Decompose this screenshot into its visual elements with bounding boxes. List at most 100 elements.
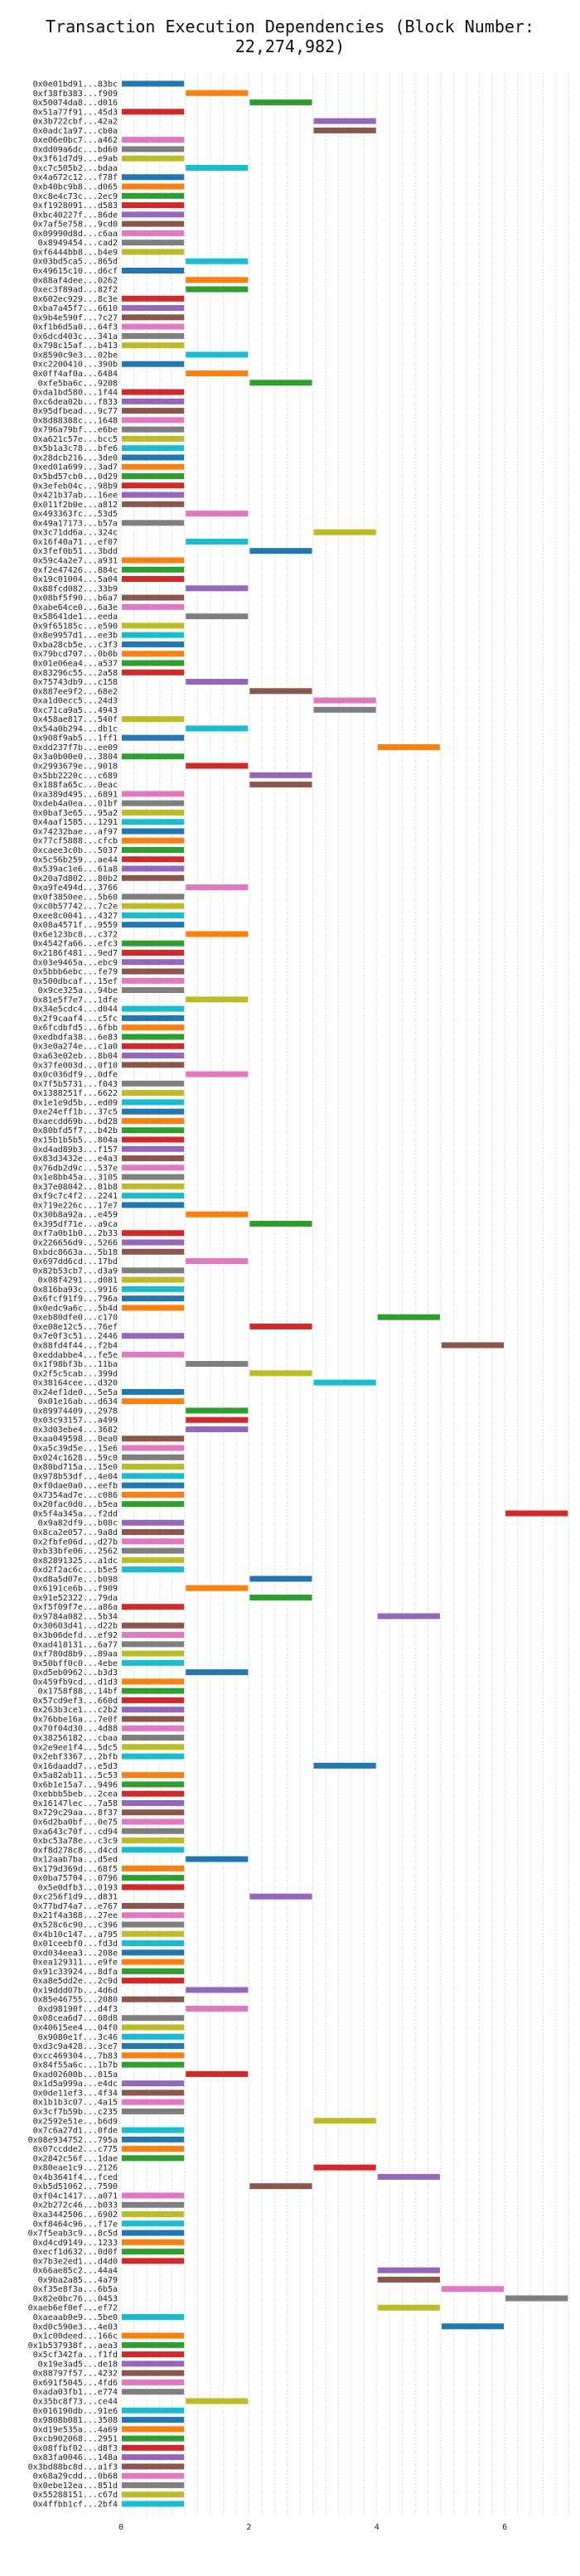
transaction-bar: [122, 1809, 185, 1816]
transaction-bar: [186, 1987, 249, 1993]
transaction-bar: [313, 1379, 376, 1386]
transaction-bar: [122, 1641, 185, 1648]
transaction-bar: [186, 351, 249, 358]
transaction-bar: [122, 791, 185, 797]
transaction-label: 0x66ae85c2...44a4: [33, 2267, 118, 2276]
transaction-label: 0x691f5045...4fd6: [33, 2379, 118, 2388]
transaction-bar: [122, 594, 185, 601]
transaction-label: 0xe24eff1b...37c5: [33, 1108, 118, 1117]
transaction-label: 0x01ceebf0...fd3d: [33, 1939, 118, 1949]
transaction-label: 0x01e16ab...d634: [38, 1397, 118, 1407]
transaction-bar: [505, 2295, 568, 2302]
transaction-bar: [186, 277, 249, 283]
transaction-bar: [186, 1426, 249, 1432]
transaction-label: 0xaeb6ef0ef...ef72: [28, 2304, 118, 2313]
transaction-label: 0x80eae1c9...2126: [33, 2164, 118, 2173]
transaction-bar: [122, 2108, 185, 2114]
transaction-bar: [186, 164, 249, 171]
transaction-label: 0xaecdd69b...bd28: [33, 1117, 118, 1126]
transaction-bar: [122, 1080, 185, 1087]
transaction-bar: [122, 2080, 185, 2087]
transaction-label: 0x88af4dee...0262: [33, 276, 118, 285]
transaction-bar: [122, 1230, 185, 1237]
transaction-bar: [122, 1838, 185, 1844]
transaction-label: 0x91e52322...79da: [33, 1594, 118, 1603]
transaction-bar: [313, 2118, 376, 2124]
transaction-bar: [122, 1053, 185, 1059]
transaction-bar: [186, 931, 249, 937]
transaction-label: 0x3d03ebe4...3682: [33, 1426, 118, 1435]
transaction-bar: [122, 1165, 185, 1171]
transaction-label: 0x35bc8f73...ce44: [33, 2397, 118, 2406]
transaction-bar: [122, 1024, 185, 1031]
transaction-label: 0x796a79bf...e6be: [33, 426, 118, 435]
transaction-bar: [122, 2491, 185, 2498]
transaction-bar: [122, 1968, 185, 1974]
transaction-bar: [122, 977, 185, 984]
transaction-label: 0x2fbfe06d...d27b: [33, 1537, 118, 1547]
transaction-label: 0xa1d0ecc5...24d3: [33, 697, 118, 706]
transaction-bar: [122, 1454, 185, 1460]
transaction-bar: [186, 1258, 249, 1265]
transaction-bar: [122, 2351, 185, 2358]
transaction-bar: [186, 2005, 249, 2012]
transaction-bar: [122, 426, 185, 433]
transaction-label: 0xf04c1417...a071: [33, 2191, 118, 2201]
transaction-bar: [313, 706, 376, 713]
transaction-label: 0x5b1a3c78...bfe6: [33, 444, 118, 453]
transaction-label: 0xa3442506...6902: [33, 2210, 118, 2220]
transaction-label: 0xf0dae0a0...eefb: [33, 1482, 118, 1491]
transaction-bar: [122, 2426, 185, 2433]
transaction-label: 0xba28cb5e...c3f3: [33, 641, 118, 650]
transaction-bar: [122, 1557, 185, 1563]
transaction-bar: [122, 1538, 185, 1545]
transaction-bar: [186, 538, 249, 545]
transaction-label: 0x4aaf1585...1291: [33, 818, 118, 827]
transaction-bar: [122, 846, 185, 853]
transaction-label: 0xda1bd580...1f44: [33, 389, 118, 398]
transaction-label: 0x7f5b5731...f043: [33, 1080, 118, 1089]
transaction-bar: [122, 1566, 185, 1573]
transaction-label: 0xa621c57e...bcc5: [33, 435, 118, 444]
transaction-label: 0x1b1b3c07...4a15: [33, 2099, 118, 2108]
transaction-label: 0x8e9957d1...ee3b: [33, 632, 118, 641]
transaction-bar: [313, 127, 376, 133]
chart-title: Transaction Execution Dependencies (Bloc…: [45, 17, 534, 56]
transaction-label: 0x3fef0b51...3bdd: [33, 547, 118, 556]
transaction-bar: [186, 679, 249, 685]
transaction-label: 0x5bd57cb0...0d29: [33, 472, 118, 482]
transaction-label: 0x03bd5ca5...865d: [33, 258, 118, 267]
transaction-label: 0xf8464c96...f17e: [33, 2220, 118, 2229]
transaction-bar: [122, 922, 185, 928]
transaction-label: 0xada03fb1...e774: [33, 2388, 118, 2397]
transaction-label: 0x82e0bc76...0453: [33, 2294, 118, 2303]
transaction-label: 0x2f5c5cab...399d: [33, 1369, 118, 1378]
transaction-label: 0xcb902068...2951: [33, 2435, 118, 2444]
transaction-bar: [122, 1940, 185, 1947]
transaction-bar: [122, 2052, 185, 2059]
transaction-label: 0x03e9465a...ebc9: [33, 958, 118, 967]
transaction-label: 0x0ba75704...0796: [33, 1874, 118, 1883]
x-tick-label: 2: [246, 2523, 251, 2532]
transaction-bar: [122, 1753, 185, 1760]
transaction-bar: [249, 1893, 312, 1900]
transaction-bar: [122, 1295, 185, 1302]
transaction-label: 0x80bfd5f7...b42b: [33, 1126, 118, 1135]
transaction-label: 0x59c4a2e7...a931: [33, 556, 118, 565]
transaction-label: 0x77cf5888...cfcb: [33, 837, 118, 846]
transaction-bar: [377, 1314, 440, 1320]
transaction-label: 0x16f40a71...ef07: [33, 538, 118, 547]
transaction-label: 0xdd09a6dc...bd60: [33, 145, 118, 154]
transaction-bar: [122, 1528, 185, 1535]
transaction-label: 0x3b06defd...ef92: [33, 1631, 118, 1640]
transaction-label: 0x602ec929...8c3e: [33, 295, 118, 304]
transaction-label: 0xa8e5dd2e...2c9d: [33, 1977, 118, 1986]
transaction-bar: [122, 323, 185, 330]
transaction-bar: [186, 613, 249, 620]
transaction-bar: [122, 734, 185, 741]
transaction-bar: [122, 361, 185, 367]
x-tick-label: 6: [502, 2523, 507, 2532]
transaction-bar: [122, 2192, 185, 2199]
transaction-label: 0xd8a5d07e...b098: [33, 1575, 118, 1584]
